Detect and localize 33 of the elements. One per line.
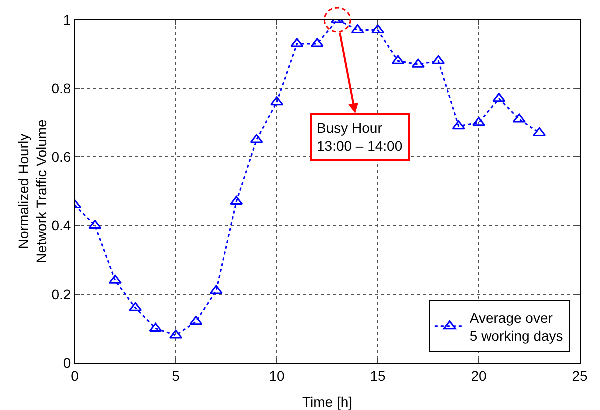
point [129,302,142,312]
point [190,316,203,326]
point [533,127,546,136]
x-axis-title: Time [h] [302,394,353,410]
x-tick-label: 25 [572,368,588,384]
x-tick-label: 15 [370,368,386,384]
point [412,58,425,68]
point [88,220,102,230]
point [392,55,405,64]
y-tick-label: 0.2 [52,286,72,302]
y-tick-label: 0.4 [52,218,72,234]
point [492,93,506,102]
y-tick-label: 0.8 [52,80,72,96]
x-tick-label: 20 [471,368,487,384]
point [351,24,364,34]
x-tick-label: 5 [172,368,180,384]
legend-label: Average over 5 working days [470,310,564,344]
point [512,114,526,123]
point [310,38,324,48]
y-axis-title: Normalized Hourly Network Traffic Volume [16,119,50,264]
x-tick-label: 10 [269,368,285,384]
point [149,322,162,332]
point [210,285,223,294]
y-tick-label: 0 [63,354,72,371]
point [230,196,244,206]
point [452,120,466,130]
point [432,55,446,64]
y-tick-label: 0.6 [52,149,72,166]
y-tick-label: 1 [63,12,72,28]
point [108,274,122,284]
annotation: Busy Hour 13:00 – 14:00 [317,120,403,154]
point [290,38,304,48]
point [250,134,264,144]
